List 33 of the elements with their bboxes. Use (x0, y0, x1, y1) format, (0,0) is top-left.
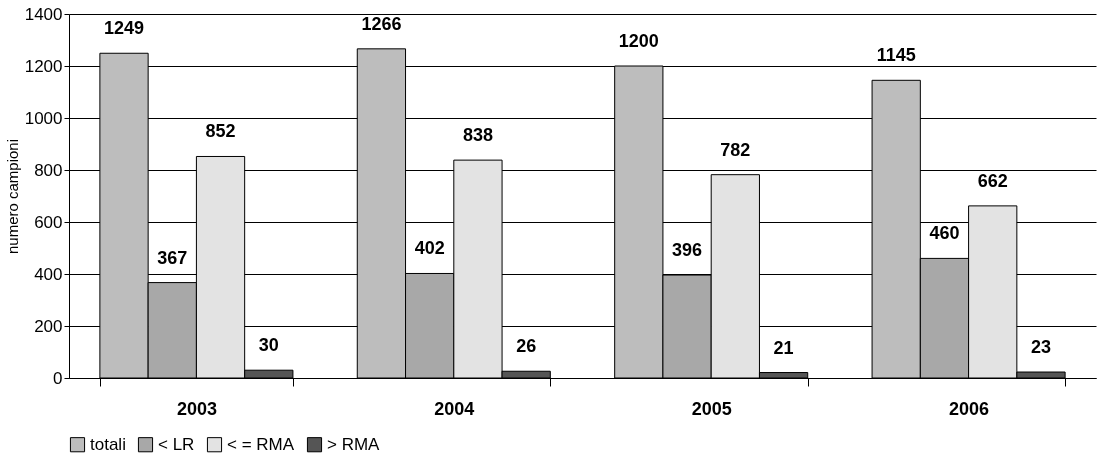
data-label: 852 (205, 121, 236, 142)
data-label: 838 (462, 125, 493, 146)
data-label: 402 (414, 238, 445, 259)
data-label: 782 (720, 139, 751, 160)
data-label: 30 (258, 335, 279, 356)
data-label: 26 (516, 336, 537, 357)
y-axis-title: numero campioni (3, 138, 21, 255)
data-label: 23 (1030, 337, 1051, 358)
legend-label: < LR (158, 434, 195, 454)
y-tick-label: 200 (34, 316, 63, 336)
x-tick-label: 2003 (176, 398, 217, 419)
legend-label: totali (90, 434, 126, 454)
data-label: 21 (773, 337, 794, 358)
data-label: 1145 (876, 45, 916, 66)
data-label: 396 (672, 240, 703, 261)
x-tick-label: 2006 (949, 398, 990, 419)
data-label: 1200 (618, 31, 659, 51)
data-label: 460 (929, 223, 960, 244)
legend-label: < = RMA (227, 434, 295, 454)
data-label: 662 (977, 170, 1008, 191)
y-tick-label: 1000 (24, 108, 63, 128)
data-label: 367 (157, 247, 188, 268)
data-label: 1249 (103, 18, 145, 39)
y-tick-label: 0 (53, 368, 63, 388)
y-tick-label: 600 (34, 212, 63, 232)
y-tick-label: 400 (34, 264, 63, 284)
data-label: 1266 (361, 13, 402, 34)
legend-label: > RMA (327, 434, 381, 454)
x-tick-label: 2004 (434, 398, 475, 419)
y-tick-label: 1200 (24, 56, 63, 76)
x-tick-label: 2005 (691, 398, 732, 419)
y-tick-label: 1400 (24, 4, 63, 24)
y-tick-label: 800 (34, 160, 63, 180)
